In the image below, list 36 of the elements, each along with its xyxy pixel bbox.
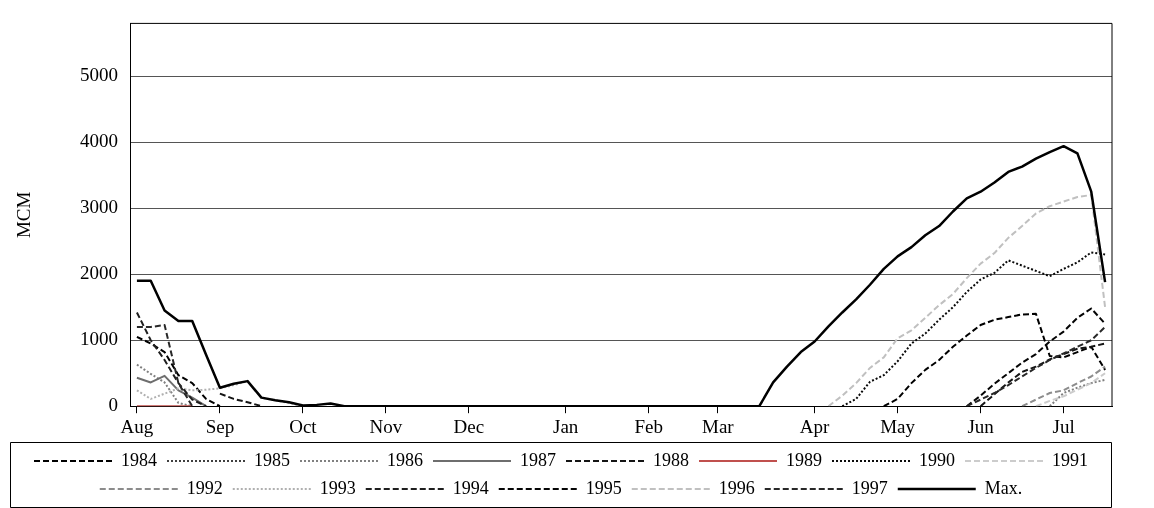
legend-label: 1992 (186, 477, 223, 498)
x-tick-label: Feb (634, 415, 663, 437)
y-tick-label: 0 (108, 394, 118, 416)
y-tick-label: 1000 (80, 328, 118, 350)
legend-label: 1991 (1052, 449, 1088, 470)
x-tick-label: Aug (120, 415, 154, 437)
legend-label: 1993 (319, 477, 356, 498)
x-tick-label: Dec (453, 415, 485, 437)
x-tick-label: Oct (289, 415, 318, 437)
y-tick-label: 5000 (80, 64, 118, 86)
x-tick-label: Jun (967, 415, 995, 437)
y-tick-label: 4000 (80, 130, 118, 152)
legend-label: 1984 (121, 449, 157, 470)
legend-label: 1988 (653, 449, 689, 470)
legend-label: 1986 (387, 449, 423, 470)
legend-label: 1989 (786, 449, 822, 470)
y-tick-label: 2000 (80, 262, 118, 284)
legend-label: 1994 (452, 477, 489, 498)
y-tick-label: 3000 (80, 196, 118, 218)
legend-label: 1997 (851, 477, 888, 498)
x-tick-label: Apr (799, 415, 831, 437)
x-tick-label: Jul (1052, 415, 1075, 437)
x-tick-label: Mar (701, 415, 735, 437)
x-tick-label: Sep (205, 415, 235, 437)
y-axis-title: MCM (13, 191, 35, 239)
legend-label: 1987 (520, 449, 556, 470)
legend-label: 1995 (585, 477, 622, 498)
legend-label: 1996 (718, 477, 755, 498)
legend-label: Max. (984, 477, 1023, 498)
line-series (1034, 372, 1107, 407)
line-series (827, 194, 1107, 407)
x-tick-label: Nov (369, 415, 403, 437)
legend-label: 1990 (919, 449, 955, 470)
x-tick-label: May (880, 415, 916, 437)
legend-label: 1985 (254, 449, 290, 470)
x-tick-label: Jan (553, 415, 579, 437)
